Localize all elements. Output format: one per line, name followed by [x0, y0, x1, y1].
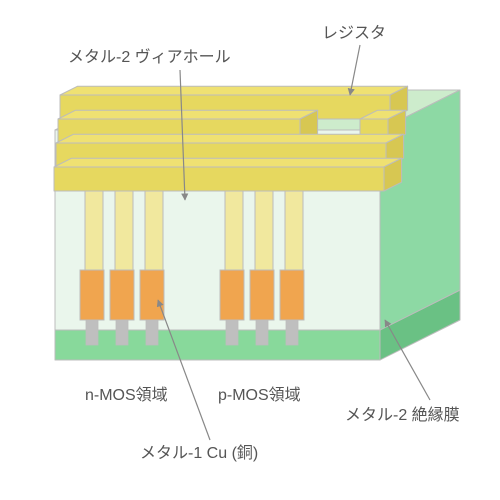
label-insulator: メタル-2 絶縁膜 — [345, 406, 460, 424]
label-nmos: n-MOS領域 — [85, 386, 168, 404]
label-metal1: メタル-1 Cu (銅) — [140, 444, 258, 462]
label-resistor: レジスタ — [322, 24, 386, 42]
label-via: メタル-2 ヴィアホール — [68, 48, 231, 66]
label-pmos: p-MOS領域 — [218, 386, 301, 404]
